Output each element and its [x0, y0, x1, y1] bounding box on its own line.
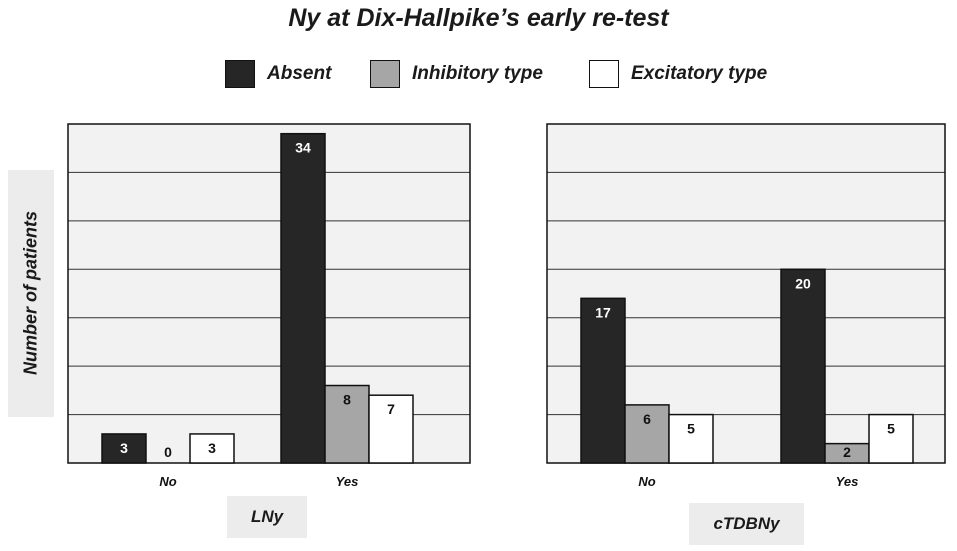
bar-lny-no-excitatory-type [189, 433, 235, 464]
bar-value-label: 5 [687, 421, 695, 437]
category-label-lny: No [159, 474, 176, 489]
bar-value-label: 2 [843, 444, 851, 460]
bar-ctdbny-yes-excitatory-type [868, 413, 914, 464]
bar-value-label: 5 [887, 421, 895, 437]
legend-swatch-inhibitory [370, 60, 400, 88]
legend-swatch-excitatory [589, 60, 619, 88]
bar-value-label: 8 [343, 392, 351, 408]
bar-lny-yes-excitatory-type [368, 394, 414, 464]
chart-title: Ny at Dix-Hallpike’s early re-test [288, 4, 669, 32]
legend-label-excitatory: Excitatory type [631, 63, 768, 84]
bar-lny-yes-inhibitory-type [324, 384, 370, 464]
legend-label-absent: Absent [267, 63, 332, 84]
bar-value-label: 6 [643, 411, 651, 427]
y-axis-label-box: Number of patients [8, 170, 54, 417]
plot-frame-ctdbny [546, 123, 946, 464]
plot-frame-lny [67, 123, 471, 464]
bar-value-label: 20 [795, 275, 811, 291]
category-label-ctdbny: No [638, 474, 655, 489]
bar-value-label: 17 [595, 304, 611, 320]
category-label-ctdbny: Yes [836, 474, 859, 489]
bar-ctdbny-no-inhibitory-type [624, 404, 670, 464]
bar-value-label: 0 [164, 444, 172, 460]
bar-value-label: 3 [208, 440, 216, 456]
category-label-lny: Yes [336, 474, 359, 489]
bar-ctdbny-yes-absent [780, 268, 826, 464]
bar-ctdbny-no-absent [580, 297, 626, 464]
bar-lny-yes-absent [280, 132, 326, 464]
bar-value-label: 34 [295, 140, 311, 156]
panel-label-ctdbny: cTDBNy [689, 503, 804, 545]
panel-label-lny: LNy [227, 496, 307, 538]
legend-label-inhibitory: Inhibitory type [412, 63, 543, 84]
bar-ctdbny-no-excitatory-type [668, 413, 714, 464]
bar-lny-no-absent [101, 433, 147, 464]
legend-swatch-absent [225, 60, 255, 88]
bar-value-label: 7 [387, 401, 395, 417]
bar-value-label: 3 [120, 440, 128, 456]
